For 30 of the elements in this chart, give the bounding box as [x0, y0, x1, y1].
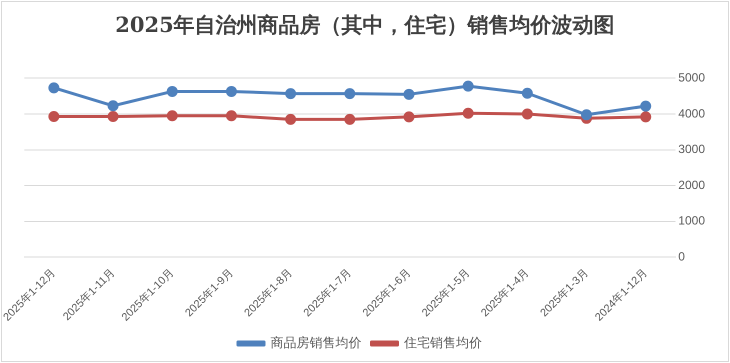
point	[108, 100, 119, 112]
point	[403, 88, 414, 100]
y-tick-label: 1000	[678, 214, 706, 228]
y-tick-label: 3000	[678, 142, 706, 156]
point	[522, 108, 533, 120]
point	[166, 86, 178, 97]
point	[226, 86, 237, 97]
point	[285, 114, 296, 125]
point	[166, 110, 178, 122]
y-tick-label: 4000	[678, 106, 706, 120]
point	[108, 111, 119, 122]
point	[285, 88, 296, 100]
point	[462, 108, 474, 119]
point	[48, 82, 60, 94]
point	[640, 100, 652, 112]
legend-label: 住宅销售均价	[403, 334, 482, 351]
chart-title: 2025年自治州商品房（其中，住宅）销售均价波动图	[115, 12, 615, 38]
y-tick-label: 5000	[678, 70, 706, 85]
point	[226, 110, 237, 122]
point	[581, 109, 592, 120]
y-tick-label: 0	[678, 250, 686, 264]
point	[403, 111, 414, 122]
point	[462, 80, 474, 92]
point	[344, 114, 356, 125]
point	[344, 88, 356, 100]
point	[640, 111, 652, 122]
legend-label: 商品房销售均价	[270, 334, 362, 351]
y-tick-label: 2000	[678, 178, 706, 192]
point	[48, 111, 60, 122]
point	[522, 88, 533, 99]
